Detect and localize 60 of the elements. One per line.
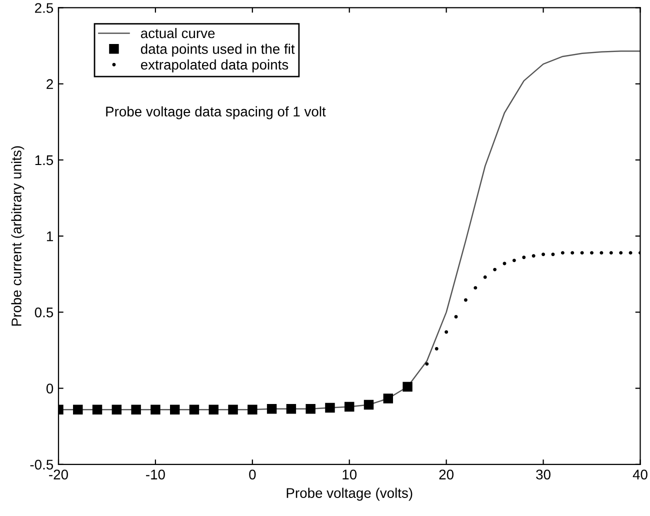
point — [542, 252, 546, 256]
point — [344, 402, 354, 412]
y-axis-title: Probe current (arbitrary units) — [11, 146, 24, 326]
point — [560, 251, 564, 255]
y-tick-label: 0.5 — [34, 308, 54, 318]
x-tick-label: 40 — [632, 470, 648, 480]
y-tick-label: 1 — [46, 232, 53, 242]
annotation: Probe voltage data spacing of 1 volt — [106, 106, 326, 120]
y-tick-label: 2.5 — [35, 3, 54, 13]
point — [464, 298, 468, 302]
point — [512, 258, 516, 262]
legend-label: data points used in the fit — [140, 44, 295, 57]
x-tick-label: 20 — [439, 470, 454, 480]
point — [609, 251, 613, 255]
x-tick-label: 10 — [342, 470, 357, 480]
point — [434, 346, 438, 350]
y-tick-label: 0 — [46, 384, 54, 394]
point — [364, 400, 374, 410]
point — [425, 362, 429, 366]
point — [325, 402, 335, 413]
point — [112, 404, 122, 414]
point — [483, 275, 487, 279]
x-tick-label: -10 — [146, 470, 165, 480]
point — [619, 251, 623, 255]
point — [590, 251, 594, 255]
point — [189, 404, 200, 414]
point — [532, 254, 536, 258]
point — [208, 404, 218, 414]
point — [92, 404, 102, 414]
point — [454, 315, 458, 318]
x-tick-label: 0 — [249, 470, 256, 480]
x-axis-title: Probe voltage (volts) — [286, 488, 412, 501]
point — [228, 404, 238, 414]
point — [551, 252, 555, 256]
y-tick-label: 1.5 — [35, 155, 54, 166]
point — [600, 251, 604, 255]
y-tick-label: -0.5 — [30, 460, 54, 470]
point — [444, 330, 448, 334]
point — [580, 251, 584, 255]
point — [493, 268, 497, 272]
point — [266, 404, 277, 414]
point — [570, 251, 574, 255]
x-tick-label: -20 — [49, 470, 68, 480]
point — [383, 394, 394, 404]
point — [502, 262, 506, 266]
point — [73, 404, 83, 414]
point — [402, 382, 412, 392]
point — [150, 404, 160, 414]
point — [474, 286, 478, 290]
x-tick-label: 30 — [536, 470, 550, 480]
point — [286, 404, 296, 414]
y-tick-label: 2 — [46, 79, 53, 89]
point — [628, 251, 632, 255]
legend-label: extrapolated data points — [140, 59, 288, 72]
point — [170, 404, 180, 414]
point — [306, 404, 316, 414]
legend-label: actual curve — [140, 28, 215, 38]
point — [248, 404, 258, 414]
point — [131, 404, 141, 414]
point — [522, 256, 526, 260]
